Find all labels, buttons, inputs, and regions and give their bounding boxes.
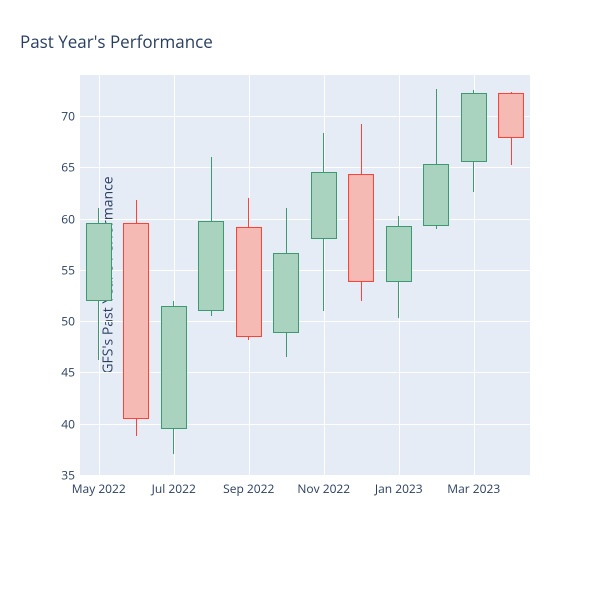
x-tick-label: Mar 2023 (447, 480, 500, 497)
x-tick-label: Jul 2022 (152, 480, 196, 497)
y-tick-label: 70 (35, 108, 75, 125)
y-tick-label: 45 (35, 364, 75, 381)
x-tick-label: Jan 2023 (375, 480, 423, 497)
grid-line (80, 424, 530, 425)
grid-line (80, 475, 530, 476)
y-tick-label: 55 (35, 261, 75, 278)
y-tick-label: 40 (35, 415, 75, 432)
x-tick-label: Nov 2022 (297, 480, 350, 497)
y-tick-label: 60 (35, 210, 75, 227)
y-tick-label: 50 (35, 313, 75, 330)
candle-body (161, 306, 187, 429)
candle-body (198, 221, 224, 311)
chart-title: Past Year's Performance (20, 30, 213, 53)
candle-body (123, 223, 149, 419)
candle-body (386, 226, 412, 282)
chart-container: Past Year's Performance GFS's Past Year'… (0, 0, 600, 600)
candle-body (86, 223, 112, 301)
candle-body (461, 93, 487, 162)
candle-body (273, 253, 299, 333)
candle-body (236, 227, 262, 337)
grid-line (80, 219, 530, 220)
candle-body (348, 174, 374, 282)
candle-body (311, 172, 337, 239)
plot-area: GFS's Past Year's Performance 3540455055… (80, 75, 530, 475)
grid-line (80, 167, 530, 168)
x-tick-label: May 2022 (72, 480, 126, 497)
candle-body (498, 93, 524, 137)
y-tick-label: 35 (35, 467, 75, 484)
x-tick-label: Sep 2022 (223, 480, 274, 497)
candle-body (423, 164, 449, 226)
y-tick-label: 65 (35, 159, 75, 176)
